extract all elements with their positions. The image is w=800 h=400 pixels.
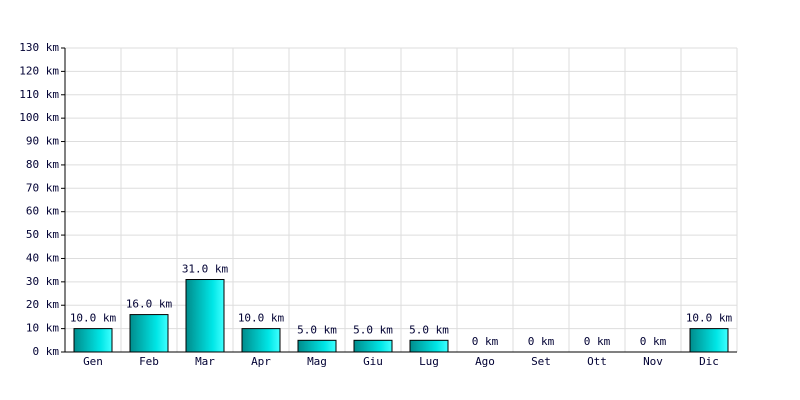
x-tick-label: Gen (83, 355, 103, 368)
bar (297, 339, 337, 353)
y-tick-label: 80 km (26, 158, 59, 171)
x-tick-label: Mar (195, 355, 215, 368)
value-label: 5.0 km (353, 323, 393, 336)
value-label: 0 km (472, 335, 499, 348)
y-tick-label: 20 km (26, 298, 59, 311)
x-tick-label: Ago (475, 355, 495, 368)
y-tick-label: 130 km (19, 41, 59, 54)
x-tick-label: Giu (363, 355, 383, 368)
bar (353, 339, 393, 353)
x-tick-label: Mag (307, 355, 327, 368)
value-label: 10.0 km (238, 312, 285, 325)
x-tick-label: Dic (699, 355, 719, 368)
y-tick-label: 50 km (26, 228, 59, 241)
value-label: 0 km (640, 335, 667, 348)
bar (185, 279, 225, 353)
bar (241, 328, 281, 353)
bar (689, 328, 729, 353)
value-label: 10.0 km (70, 312, 117, 325)
value-label: 5.0 km (297, 323, 337, 336)
y-tick-label: 60 km (26, 205, 59, 218)
y-tick-label: 10 km (26, 322, 59, 335)
value-label: 0 km (584, 335, 611, 348)
y-tick-label: 100 km (19, 111, 59, 124)
x-tick-label: Feb (139, 355, 159, 368)
x-tick-label: Lug (419, 355, 439, 368)
bar (409, 339, 449, 353)
y-tick-label: 30 km (26, 275, 59, 288)
y-tick-label: 70 km (26, 181, 59, 194)
y-tick-label: 110 km (19, 88, 59, 101)
y-tick-label: 120 km (19, 64, 59, 77)
y-tick-label: 90 km (26, 135, 59, 148)
value-label: 0 km (528, 335, 555, 348)
bar (129, 314, 169, 353)
x-tick-label: Nov (643, 355, 663, 368)
bar (73, 328, 113, 353)
value-label: 5.0 km (409, 323, 449, 336)
x-tick-label: Set (531, 355, 551, 368)
x-tick-label: Ott (587, 355, 607, 368)
y-tick-label: 40 km (26, 251, 59, 264)
value-label: 31.0 km (182, 263, 229, 276)
y-tick-label: 0 km (33, 345, 60, 358)
value-label: 16.0 km (126, 298, 173, 311)
x-tick-label: Apr (251, 355, 271, 368)
value-label: 10.0 km (686, 312, 733, 325)
